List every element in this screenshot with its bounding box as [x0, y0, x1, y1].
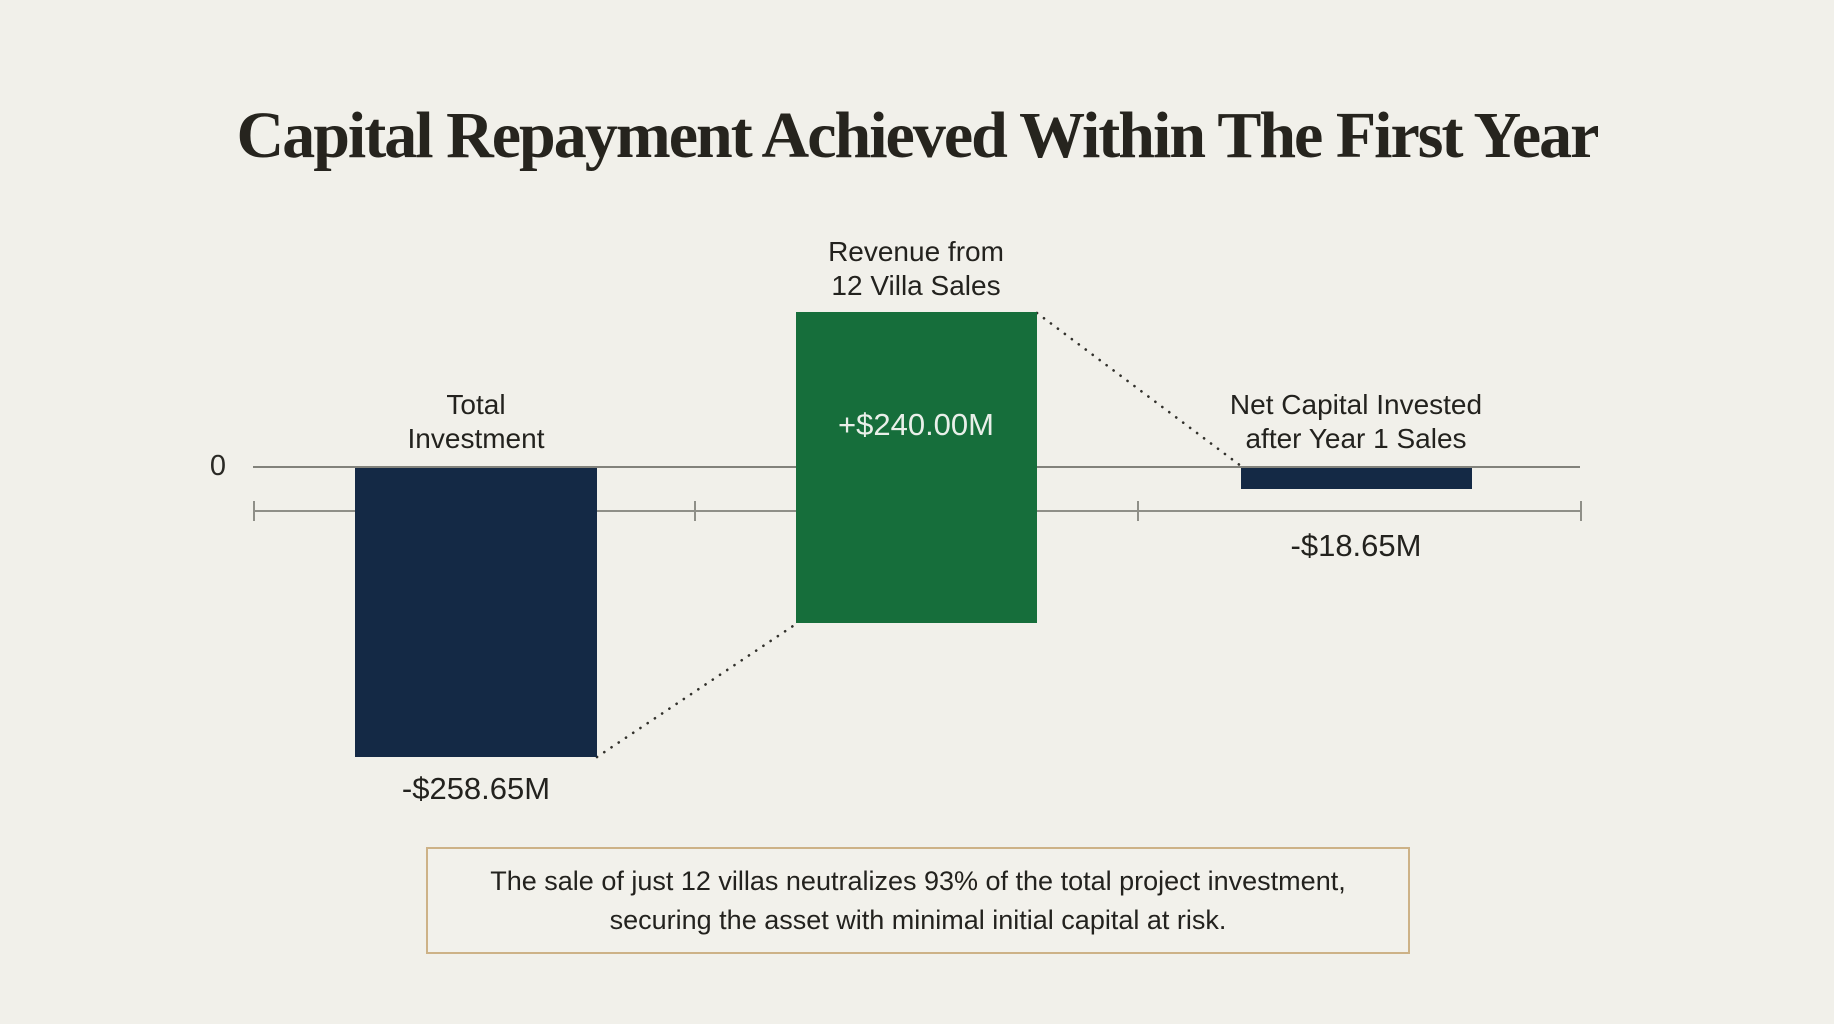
bar-label-villa-revenue: Revenue from 12 Villa Sales: [746, 235, 1086, 303]
callout-box: The sale of just 12 villas neutralizes 9…: [426, 847, 1410, 954]
bar-label-line: 12 Villa Sales: [831, 270, 1001, 301]
axis-tick: [253, 501, 255, 521]
bar-label-line: Total: [446, 389, 506, 420]
bar-label-total-investment: Total Investment: [306, 388, 646, 456]
connector-line-investment-to-revenue: [595, 622, 798, 759]
chart-title: Capital Repayment Achieved Within The Fi…: [236, 99, 1600, 172]
bar-value-net-capital: -$18.65M: [1290, 528, 1422, 563]
bar-villa-revenue: [796, 312, 1037, 623]
zero-axis-label: 0: [209, 450, 226, 482]
callout-text-line-1: The sale of just 12 villas neutralizes 9…: [490, 865, 1346, 896]
bar-label-line: Investment: [407, 423, 545, 454]
bar-label-line: after Year 1 Sales: [1245, 423, 1467, 454]
bar-label-line: Revenue from: [828, 236, 1004, 267]
bar-total-investment: [355, 468, 597, 757]
callout-text-line-2: securing the asset with minimal initial …: [609, 904, 1227, 935]
bar-value-total-investment: -$258.65M: [401, 771, 551, 806]
bar-label-line: Net Capital Invested: [1229, 389, 1483, 420]
bar-label-net-capital: Net Capital Invested after Year 1 Sales: [1186, 388, 1526, 456]
axis-tick: [694, 501, 696, 521]
bar-net-capital: [1241, 468, 1472, 489]
axis-tick: [1580, 501, 1582, 521]
axis-tick: [1137, 501, 1139, 521]
bar-value-villa-revenue: +$240.00M: [838, 407, 994, 442]
